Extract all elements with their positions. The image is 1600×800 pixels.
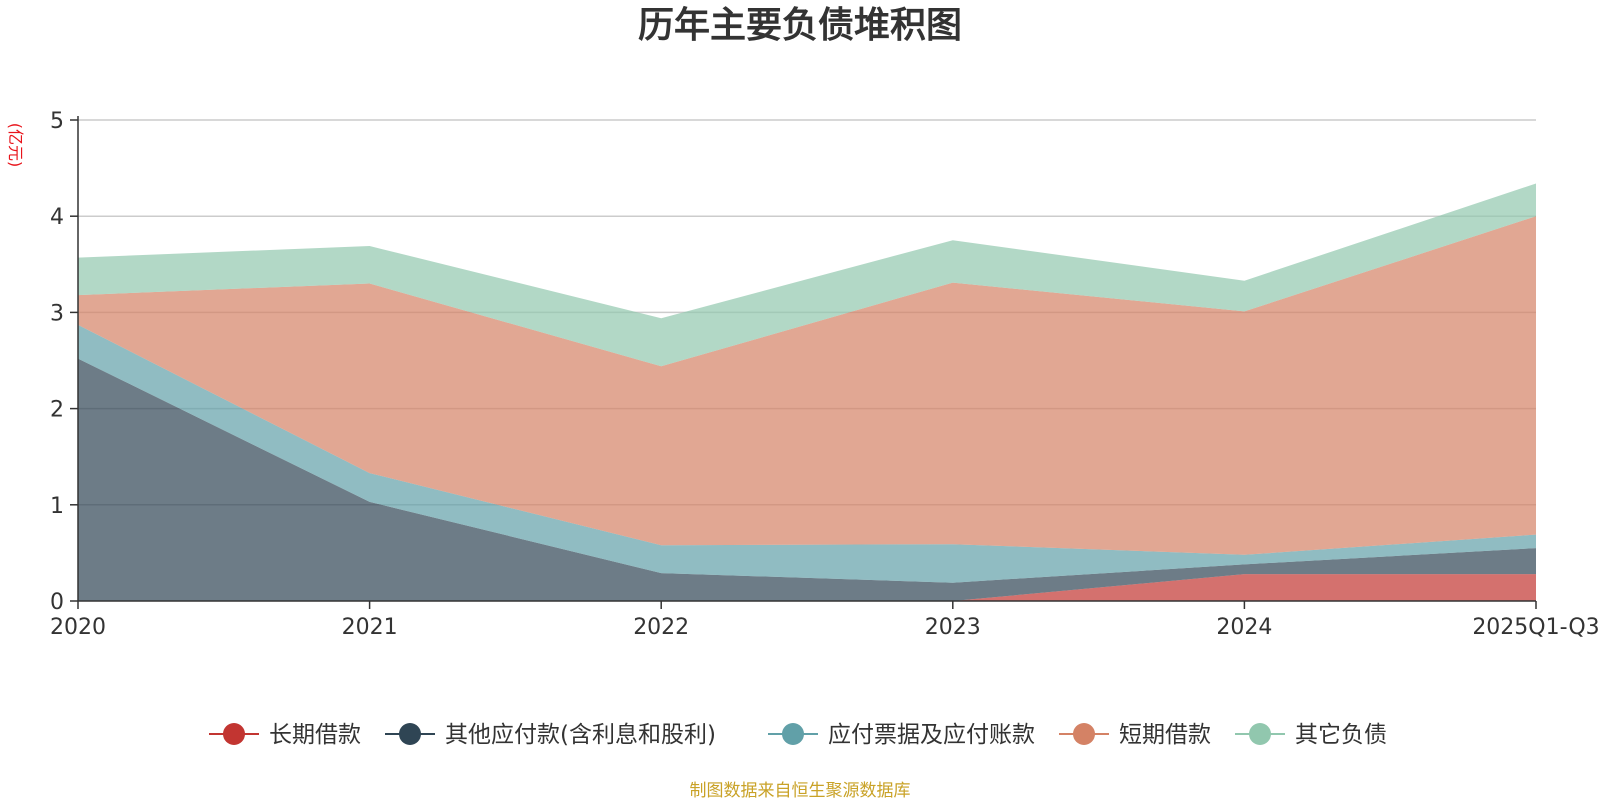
legend-item-4[interactable]: 短期借款: [1059, 722, 1211, 748]
area-series-1: [78, 574, 1536, 601]
stacked-areas: [78, 183, 1536, 601]
legend-label: 长期借款: [269, 722, 361, 748]
x-tick-label: 2025Q1-Q3: [1472, 615, 1599, 640]
y-tick-label: 2: [50, 398, 64, 423]
legend-item-1[interactable]: 长期借款: [209, 722, 361, 748]
y-tick-label: 1: [50, 494, 64, 519]
legend-item-2[interactable]: 其他应付款(含利息和股利): [385, 722, 716, 748]
area-series-2: [78, 358, 1536, 601]
legend-marker-icon: [1073, 723, 1095, 745]
legend-label: 其它负债: [1295, 722, 1387, 748]
legend-label: 短期借款: [1119, 722, 1211, 748]
legend-marker-icon: [399, 723, 421, 745]
axes: 0 1 2 3 4 5 2020 2021 2022 2023 2024 2025Q1-Q3: [50, 109, 1600, 640]
legend-item-3[interactable]: 应付票据及应付账款: [768, 722, 1035, 748]
legend-label: 应付票据及应付账款: [828, 722, 1035, 748]
x-tick-label: 2024: [1216, 615, 1272, 640]
legend[interactable]: 长期借款 其他应付款(含利息和股利) 应付票据及应付账款 短期借款 其它负债: [209, 722, 1387, 748]
data-source-note: 制图数据来自恒生聚源数据库: [690, 781, 911, 800]
x-tick-label: 2021: [342, 615, 398, 640]
area-series-3: [78, 324, 1536, 583]
y-tick-label: 3: [50, 301, 64, 326]
legend-marker-icon: [223, 723, 245, 745]
y-tick-label: 4: [50, 205, 64, 230]
legend-item-5[interactable]: 其它负债: [1235, 722, 1387, 748]
x-tick-label: 2020: [50, 615, 106, 640]
chart-title: 历年主要负债堆积图: [638, 5, 962, 46]
legend-label: 其他应付款(含利息和股利): [445, 722, 716, 748]
y-axis-unit-label: (亿元): [6, 123, 25, 168]
x-tick-label: 2023: [925, 615, 981, 640]
x-tick-label: 2022: [633, 615, 689, 640]
y-tick-label: 5: [50, 109, 64, 134]
legend-marker-icon: [1249, 723, 1271, 745]
legend-marker-icon: [782, 723, 804, 745]
area-series-5: [78, 183, 1536, 367]
y-tick-label: 0: [50, 590, 64, 615]
area-series-4: [78, 216, 1536, 555]
